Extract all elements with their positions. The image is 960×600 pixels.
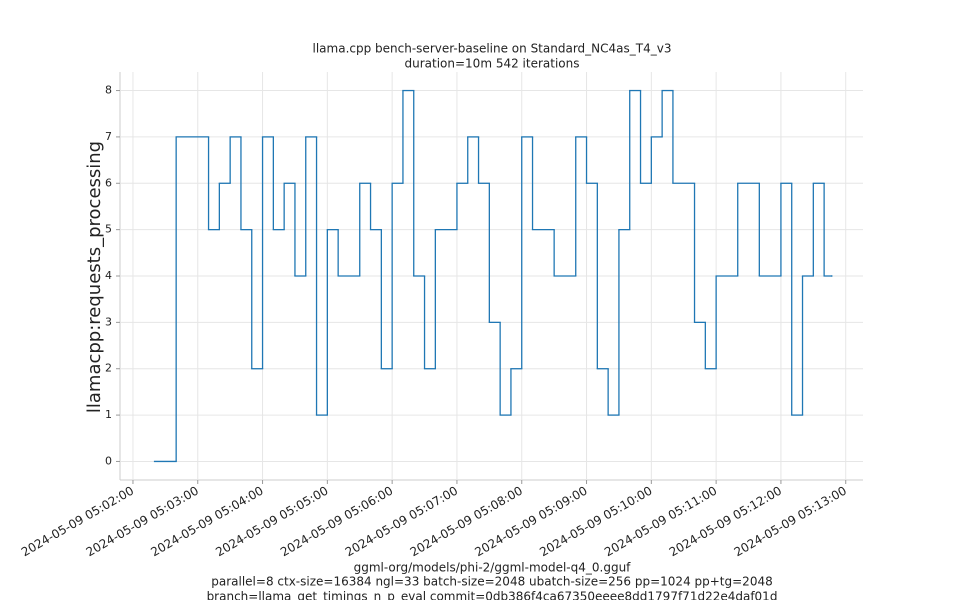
x-tick-label: 2024-05-09 05:13:00	[732, 484, 849, 560]
x-tick-label: 2024-05-09 05:09:00	[472, 484, 589, 560]
x-tick-label: 2024-05-09 05:05:00	[213, 484, 330, 560]
y-tick-label: 1	[105, 408, 112, 421]
y-tick-label: 7	[105, 130, 112, 143]
chart-subtitle: duration=10m 542 iterations	[405, 57, 580, 71]
chart-title: llama.cpp bench-server-baseline on Stand…	[313, 42, 672, 56]
x-tick-label: 2024-05-09 05:12:00	[667, 484, 784, 560]
y-tick-label: 5	[105, 223, 112, 236]
x-tick-label: 2024-05-09 05:10:00	[537, 484, 654, 560]
y-tick-label: 8	[105, 84, 112, 97]
x-tick-label: 2024-05-09 05:03:00	[84, 484, 201, 560]
x-tick-label: 2024-05-09 05:06:00	[278, 484, 395, 560]
x-tick-label: 2024-05-09 05:02:00	[19, 484, 136, 560]
y-tick-label: 2	[105, 362, 112, 375]
x-tick-label: 2024-05-09 05:04:00	[148, 484, 265, 560]
y-tick-label: 6	[105, 176, 112, 189]
y-axis-label: llamacpp:requests_processing	[84, 141, 105, 413]
y-tick-label: 4	[105, 269, 112, 282]
x-axis-label: ggml-org/models/phi-2/ggml-model-q4_0.gg…	[354, 561, 632, 575]
x-axis-label: branch=llama_get_timings_n_p_eval commit…	[207, 590, 778, 600]
y-tick-label: 3	[105, 315, 112, 328]
x-axis-label: parallel=8 ctx-size=16384 ngl=33 batch-s…	[211, 575, 772, 589]
x-tick-label: 2024-05-09 05:11:00	[602, 484, 719, 560]
y-tick-label: 0	[105, 454, 112, 467]
x-tick-label: 2024-05-09 05:08:00	[408, 484, 525, 560]
x-tick-label: 2024-05-09 05:07:00	[343, 484, 460, 560]
